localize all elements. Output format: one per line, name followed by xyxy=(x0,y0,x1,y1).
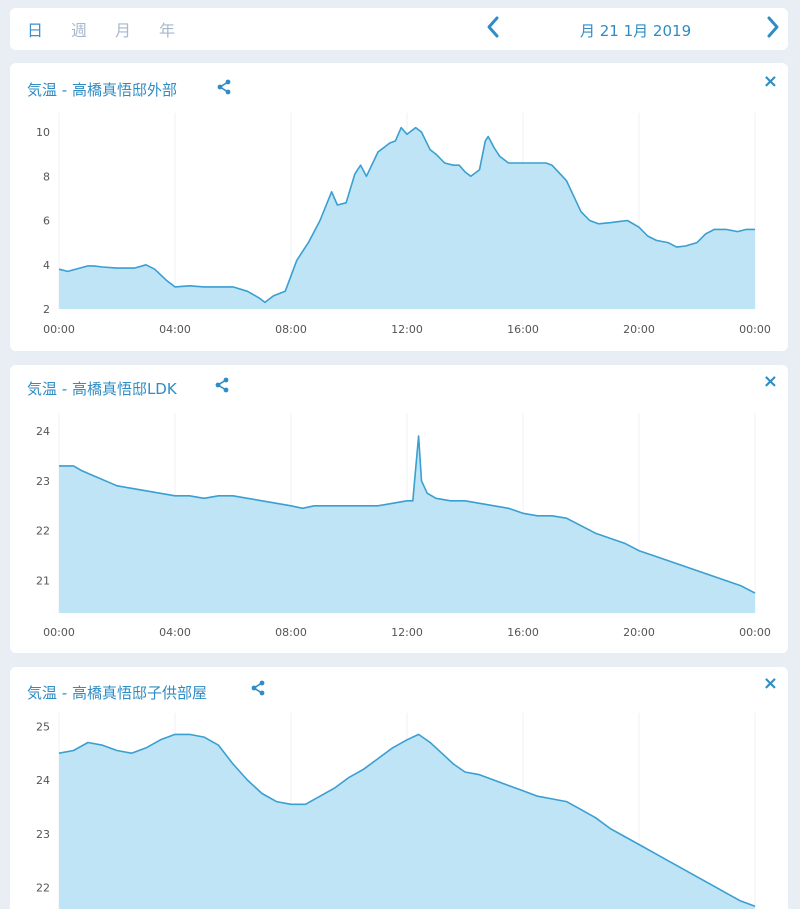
temperature-area xyxy=(59,127,755,309)
x-tick-label: 20:00 xyxy=(623,626,655,639)
x-tick-label: 08:00 xyxy=(275,323,307,336)
temperature-chart: 22 23 24 25 xyxy=(36,713,756,909)
x-tick-label: 12:00 xyxy=(391,323,423,336)
temperature-chart: 21 22 23 24 00:00 04:00 08:00 12:00 16:00 20:00 00… xyxy=(36,413,771,639)
temperature-chart: 2 4 6 8 10 00:00 04:00 08:00 12:00 16:00 20:00 00:0… xyxy=(36,113,771,336)
chart-card-outdoor: 2 4 6 8 10 00:00 04:00 08:00 12:00 16:00 20:00 00:0… xyxy=(10,63,788,351)
temperature-line xyxy=(59,435,756,594)
chart-card-ldk: 21 22 23 24 00:00 04:00 08:00 12:00 16:00 20:00 00… xyxy=(10,365,788,653)
period-tabs: 日 週 月 年 xyxy=(10,8,186,50)
x-tick-label: 16:00 xyxy=(507,323,539,336)
y-tick-label: 2 xyxy=(43,303,50,316)
chart-title: 気温 - 高橋真悟邸LDK xyxy=(27,380,177,398)
close-icon[interactable]: × xyxy=(762,673,778,694)
y-tick-label: 10 xyxy=(36,126,50,139)
x-tick-label: 04:00 xyxy=(159,323,191,336)
x-tick-label: 20:00 xyxy=(623,323,655,336)
tab-week[interactable]: 週 xyxy=(71,21,88,40)
share-icon[interactable] xyxy=(250,680,266,700)
share-icon[interactable] xyxy=(214,377,230,397)
y-tick-label: 23 xyxy=(36,828,50,841)
chevron-right-icon[interactable] xyxy=(766,15,780,44)
x-tick-label: 00:00 xyxy=(739,626,771,639)
y-tick-label: 6 xyxy=(43,215,50,228)
current-date[interactable]: 月 21 1月 2019 xyxy=(580,22,692,40)
chart-card-kids-room: 22 23 24 25 気温 - 高橋真悟邸子供部屋 × xyxy=(10,667,788,909)
x-tick-label: 00:00 xyxy=(43,626,75,639)
x-tick-label: 16:00 xyxy=(507,626,539,639)
chevron-left-icon[interactable] xyxy=(486,15,500,44)
x-tick-label: 08:00 xyxy=(275,626,307,639)
chart-title: 気温 - 高橋真悟邸外部 xyxy=(27,81,177,99)
x-tick-label: 00:00 xyxy=(739,323,771,336)
close-icon[interactable]: × xyxy=(762,71,778,92)
y-tick-label: 23 xyxy=(36,475,50,488)
y-tick-label: 24 xyxy=(36,425,50,438)
temperature-line xyxy=(58,733,756,908)
y-tick-label: 8 xyxy=(43,170,50,183)
x-tick-label: 12:00 xyxy=(391,626,423,639)
temperature-area xyxy=(59,436,755,613)
chart-title: 気温 - 高橋真悟邸子供部屋 xyxy=(27,684,207,702)
tab-day[interactable]: 日 xyxy=(27,21,44,40)
y-tick-label: 22 xyxy=(36,525,50,538)
y-tick-label: 21 xyxy=(36,575,50,588)
tab-month[interactable]: 月 xyxy=(115,21,132,40)
y-tick-label: 25 xyxy=(36,720,50,733)
x-tick-label: 00:00 xyxy=(43,323,75,336)
temperature-area xyxy=(59,734,755,909)
y-tick-label: 4 xyxy=(43,259,50,272)
tab-year[interactable]: 年 xyxy=(159,21,176,40)
period-nav-bar: 日 週 月 年 月 21 1月 2019 xyxy=(10,8,788,50)
close-icon[interactable]: × xyxy=(762,371,778,392)
y-tick-label: 24 xyxy=(36,774,50,787)
x-tick-label: 04:00 xyxy=(159,626,191,639)
y-tick-label: 22 xyxy=(36,882,50,895)
share-icon[interactable] xyxy=(216,79,232,99)
temperature-line xyxy=(58,126,755,304)
